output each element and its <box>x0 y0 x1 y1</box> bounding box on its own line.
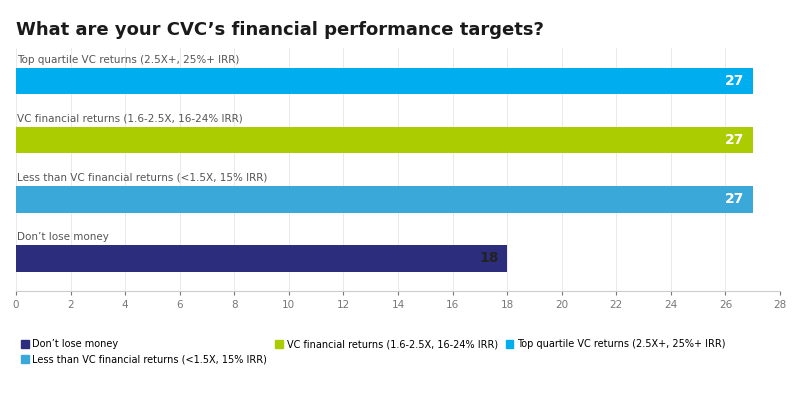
Text: What are your CVC’s financial performance targets?: What are your CVC’s financial performanc… <box>16 21 544 39</box>
Text: Top quartile VC returns (2.5X+, 25%+ IRR): Top quartile VC returns (2.5X+, 25%+ IRR… <box>18 55 240 65</box>
Legend: Don’t lose money, Less than VC financial returns (<1.5X, 15% IRR), VC financial : Don’t lose money, Less than VC financial… <box>21 339 726 364</box>
Text: VC financial returns (1.6-2.5X, 16-24% IRR): VC financial returns (1.6-2.5X, 16-24% I… <box>18 114 243 124</box>
Text: 27: 27 <box>725 74 744 88</box>
Bar <box>16 68 753 94</box>
Text: 27: 27 <box>725 133 744 147</box>
Text: Don’t lose money: Don’t lose money <box>18 232 109 242</box>
Bar <box>16 186 753 213</box>
Text: Less than VC financial returns (<1.5X, 15% IRR): Less than VC financial returns (<1.5X, 1… <box>18 173 267 183</box>
Bar <box>16 127 753 154</box>
Bar <box>16 245 507 271</box>
Text: 27: 27 <box>725 192 744 206</box>
Text: 18: 18 <box>479 251 499 265</box>
